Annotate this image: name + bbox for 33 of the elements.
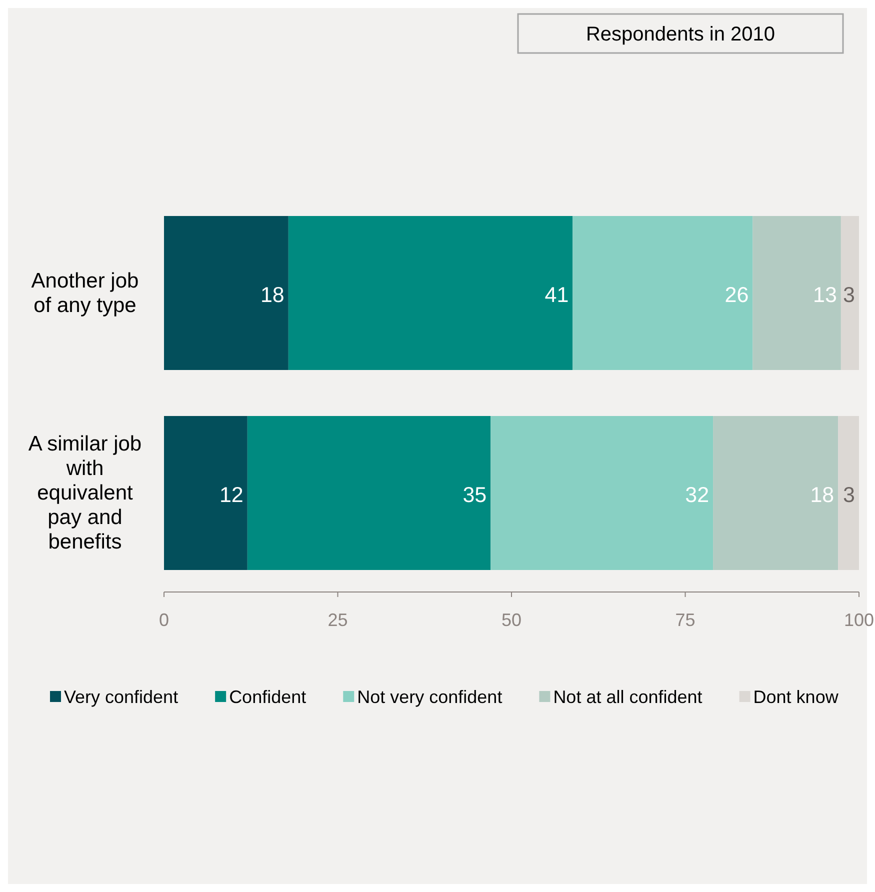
x-tick-label: 0: [158, 610, 170, 630]
data-label: 3: [843, 483, 856, 507]
data-label: 18: [260, 283, 284, 307]
data-label: 35: [462, 483, 487, 507]
legend-label: Dont know: [753, 687, 840, 707]
legend-label: Not at all confident: [553, 687, 702, 707]
bar: [752, 216, 841, 370]
data-label: 3: [843, 283, 856, 307]
legend-label: Confident: [229, 687, 306, 707]
bar: [840, 216, 859, 370]
y-tick-label: Another job of any type: [31, 269, 139, 317]
bar: [490, 416, 714, 570]
data-label: 26: [724, 283, 749, 307]
data-label: 41: [544, 283, 569, 307]
data-label: 18: [810, 483, 834, 507]
x-tick-label: 100: [844, 610, 874, 630]
legend-label: Not very confident: [357, 687, 502, 707]
data-label: 13: [813, 283, 837, 307]
bar: [288, 216, 573, 370]
bar: [164, 216, 288, 370]
x-tick-label: 50: [501, 610, 522, 630]
x-tick-label: 75: [675, 610, 696, 630]
x-tick-label: 25: [328, 610, 348, 630]
bar: [164, 416, 248, 570]
bar: [713, 416, 838, 570]
legend-label: Very confident: [64, 687, 178, 707]
bar: [572, 216, 753, 370]
bar: [247, 416, 491, 570]
y-tick-label: A similar job with equivalent pay and benefits: [28, 432, 142, 554]
data-label: 12: [219, 483, 244, 507]
data-label: 32: [685, 483, 710, 507]
chart-title: Respondents in 2010: [586, 24, 776, 46]
bar: [838, 416, 859, 570]
